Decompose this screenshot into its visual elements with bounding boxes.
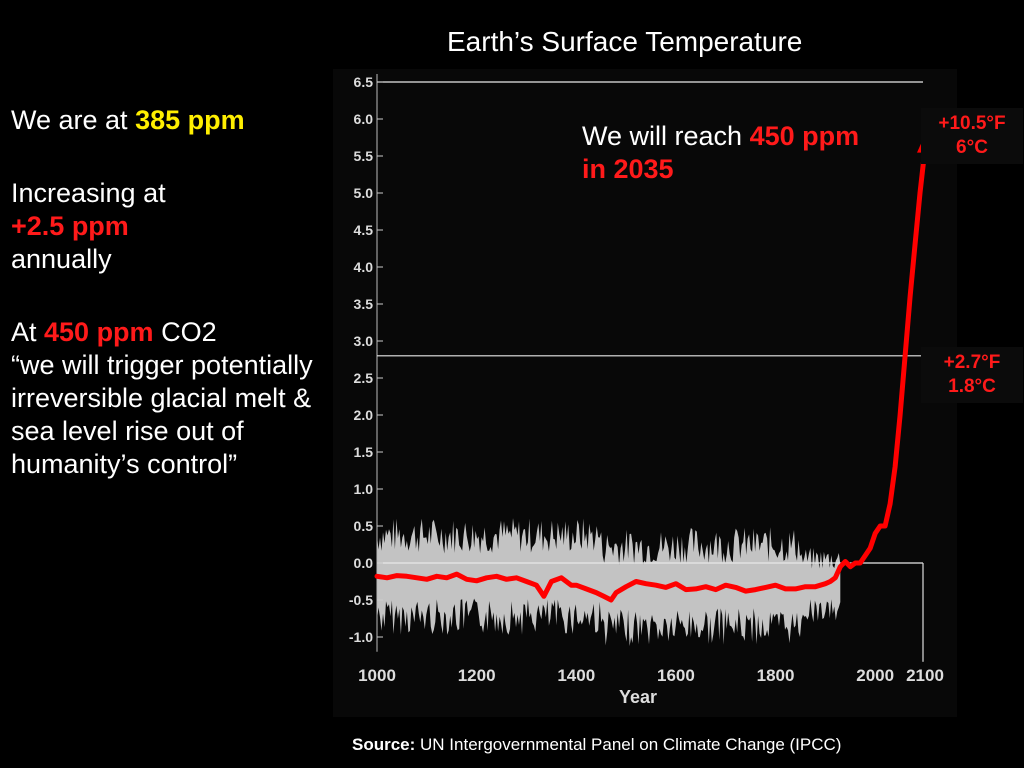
x-tick-label: 1000 xyxy=(358,666,396,685)
reach-annotation: We will reach 450 ppm in 2035 xyxy=(582,121,860,184)
badge-top-warming: +10.5°F 6°C xyxy=(921,108,1023,164)
source-label: Source: xyxy=(352,735,416,754)
increase-ppm: 2.5 ppm xyxy=(26,210,129,241)
y-tick-label: -1.0 xyxy=(349,629,373,645)
y-tick-label: 1.5 xyxy=(354,444,374,460)
source-text: UN Intergovernmental Panel on Climate Ch… xyxy=(415,735,842,754)
badge-mid-c: 1.8°C xyxy=(948,375,996,397)
x-tick-label: 2100 xyxy=(906,666,944,685)
y-tick-label: 6.5 xyxy=(354,74,374,90)
y-tick-label: 2.5 xyxy=(354,370,374,386)
x-tick-label: 1200 xyxy=(458,666,496,685)
reach-value: 450 ppm in 2035 xyxy=(582,121,860,184)
x-tick-label: 1400 xyxy=(557,666,595,685)
increase-rate: Increasing at +2.5 ppm annually xyxy=(11,177,166,274)
y-tick-label: 4.5 xyxy=(354,222,374,238)
y-tick-label: 2.0 xyxy=(354,407,374,423)
y-tick-label: 0.0 xyxy=(354,555,374,571)
quote: “we will trigger potentially irreversibl… xyxy=(11,349,313,479)
y-tick-label: -0.5 xyxy=(349,592,373,608)
temperature-chart: 6.5 6.0 5.5 5.0 4.5 4.0 3.5 3.0 2.5 2.0 1.5 1.0 0.5 0… xyxy=(349,74,944,707)
y-tick-label: 4.0 xyxy=(354,259,374,275)
plus-sign: + xyxy=(11,210,27,241)
y-tick-label: 3.5 xyxy=(354,296,374,312)
y-tick-label: 6.0 xyxy=(354,111,374,127)
x-tick-label: 1800 xyxy=(757,666,795,685)
x-tick-label: 1600 xyxy=(657,666,695,685)
badge-mid-f: +2.7°F xyxy=(943,352,1001,373)
x-axis-label: Year xyxy=(619,687,657,707)
current-ppm: 385 ppm xyxy=(135,105,245,135)
source-credit: Source: UN Intergovernmental Panel on Cl… xyxy=(352,735,841,755)
current-level: We are at 385 ppm xyxy=(11,105,245,135)
page-title: Earth’s Surface Temperature xyxy=(447,26,803,57)
temperature-series-line xyxy=(374,146,928,603)
y-tick-label: 0.5 xyxy=(354,518,374,534)
uncertainty-band xyxy=(377,518,841,647)
badge-top-f: +10.5°F xyxy=(938,113,1006,134)
y-tick-label: 5.5 xyxy=(354,148,374,164)
x-tick-label: 2000 xyxy=(856,666,894,685)
y-tick-label: 3.0 xyxy=(354,333,374,349)
threshold-statement: At 450 ppm CO2 “we will trigger potentia… xyxy=(11,316,313,479)
y-tick-label: 5.0 xyxy=(354,185,374,201)
badge-top-c: 6°C xyxy=(956,136,988,158)
chart-frame: 6.5 6.0 5.5 5.0 4.5 4.0 3.5 3.0 2.5 2.0 1.5 1.0 0.5 0… xyxy=(333,69,957,717)
left-text-block: We are at 385 ppm Increasing at +2.5 ppm… xyxy=(11,104,326,520)
badge-mid-warming: +2.7°F 1.8°C xyxy=(921,347,1023,403)
y-tick-label: 1.0 xyxy=(354,481,374,497)
threshold-ppm: 450 ppm xyxy=(44,316,154,347)
